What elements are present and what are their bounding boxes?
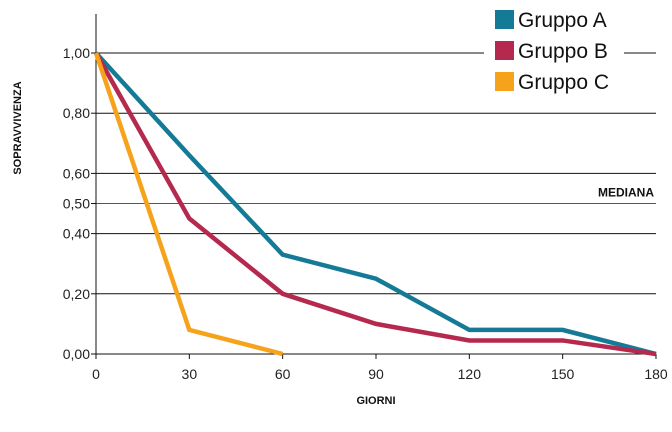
median-label: MEDIANA [598, 186, 654, 200]
y-tick-label-3: 0,60 [63, 165, 90, 181]
x-axis-title: GIORNI [356, 395, 395, 407]
y-tick-label-1: 0,20 [63, 286, 90, 302]
series-line-gruppo-c [93, 52, 284, 357]
legend-label-gruppo-b: Gruppo B [518, 40, 608, 63]
y-tick-label-5: 1,00 [63, 45, 90, 61]
legend-swatch-gruppo-b [495, 41, 514, 60]
x-tick-labels: 0 30 60 90 120 150 180 [92, 366, 668, 382]
x-tick-label-6: 180 [644, 366, 668, 382]
series-line-gruppo-b [94, 51, 657, 357]
median-tick-label: 0,50 [63, 196, 90, 212]
legend-label-gruppo-a: Gruppo A [518, 9, 607, 32]
legend-swatch-gruppo-a [495, 10, 514, 29]
axes [91, 14, 657, 359]
series-lines [93, 51, 657, 357]
x-tick-label-4: 120 [458, 366, 482, 382]
x-tick-label-5: 150 [551, 366, 575, 382]
x-tick-label-0: 0 [92, 366, 100, 382]
legend-label-gruppo-c: Gruppo C [518, 71, 609, 94]
grid-lines [96, 52, 656, 295]
y-tick-label-2: 0,40 [63, 226, 90, 242]
y-tick-labels: 0,00 0,20 0,40 0,60 0,80 1,00 [63, 45, 90, 362]
legend-swatch-gruppo-c [495, 72, 514, 91]
x-tick-label-3: 90 [368, 366, 384, 382]
x-tick-label-2: 60 [275, 366, 291, 382]
y-axis-title: SOPRAVVIVENZA [12, 81, 24, 174]
y-tick-label-4: 0,80 [63, 105, 90, 121]
x-tick-label-1: 30 [182, 366, 198, 382]
median-reference: MEDIANA 0,50 [63, 186, 656, 212]
series-line-gruppo-a [94, 51, 657, 357]
y-tick-label-0: 0,00 [63, 346, 90, 362]
legend: Gruppo A Gruppo B Gruppo C [484, 0, 624, 108]
